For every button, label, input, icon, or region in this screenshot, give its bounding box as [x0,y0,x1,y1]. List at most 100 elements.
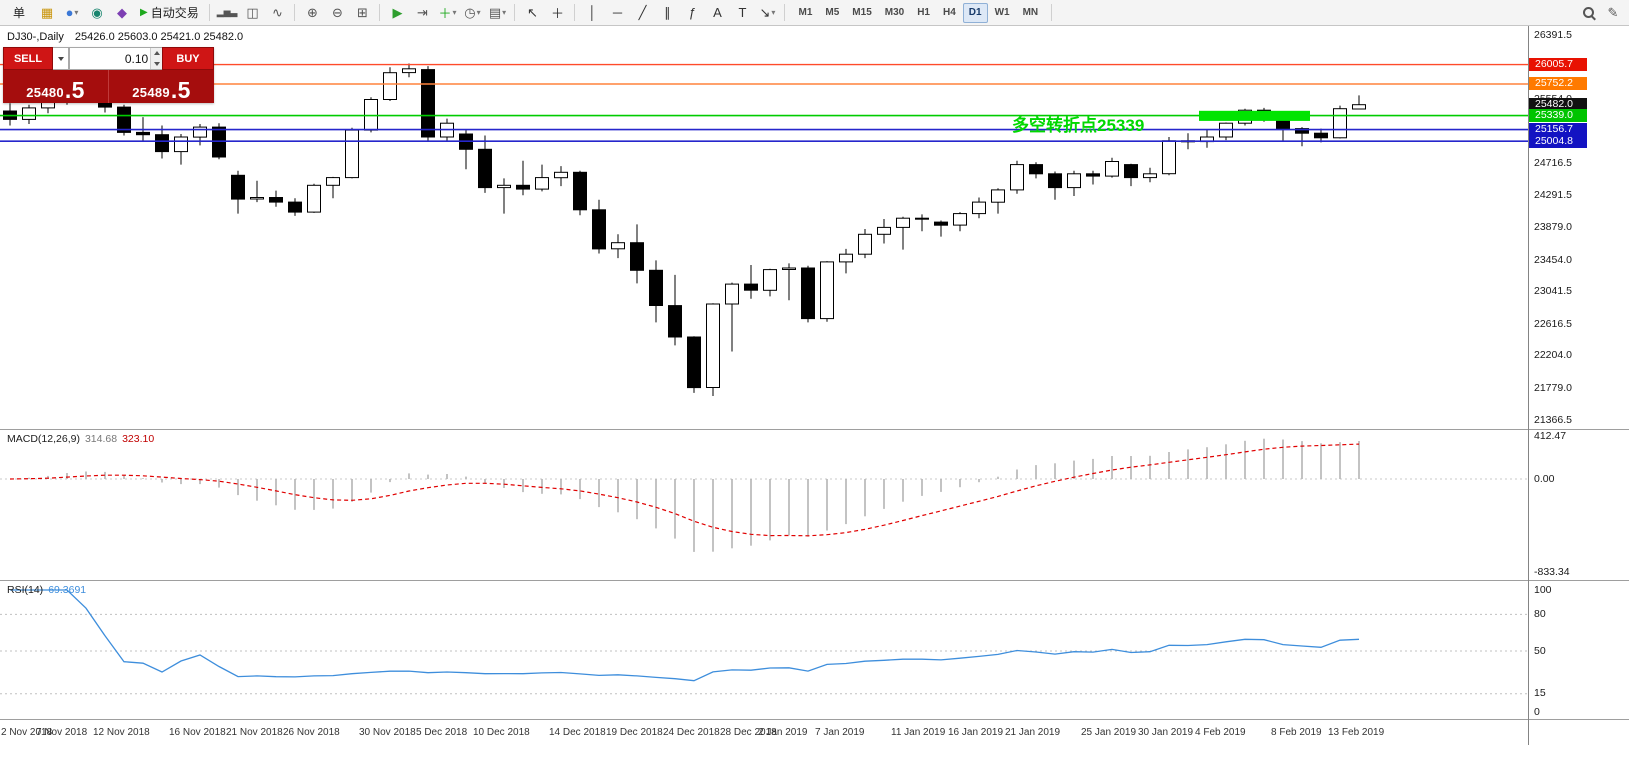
date-label: 13 Feb 2019 [1328,727,1385,738]
macd-signal-line [9,443,1360,537]
navigator-icon[interactable]: ◆ [117,4,127,20]
sell-price-main: 25480 [26,85,64,100]
candle [1048,173,1062,189]
text-icon[interactable]: A [713,5,722,20]
zoom-in-icon[interactable]: ⊕ [307,4,318,20]
candle [1295,128,1309,134]
date-label: 30 Jan 2019 [1138,727,1194,738]
templates-icon[interactable]: ▤ ▾ [488,4,507,20]
periods-icon[interactable]: ◷ ▾ [464,4,481,20]
zoom-out-icon[interactable]: ⊖ [332,4,343,20]
candlestick-chart-icon[interactable]: ◫ [246,4,259,20]
vertical-line-icon[interactable]: │ [588,5,597,20]
text-label-icon[interactable]: T [738,5,747,20]
timeframe-button-MN[interactable]: MN [1022,7,1039,18]
toolbar-separator [294,4,296,21]
candle [326,177,340,186]
candle [421,69,435,138]
axis-label: 23454.0 [1534,253,1572,266]
candle [763,269,777,291]
auto-scroll-icon[interactable]: ▶ [392,4,403,20]
highlight-rectangle [1199,110,1310,121]
date-label: 21 Nov 2018 [226,727,283,738]
timeframe-button-H4[interactable]: H4 [943,7,956,18]
timeframe-button-M15[interactable]: M15 [852,7,872,18]
tile-windows-icon[interactable]: ⊞ [357,4,368,20]
date-label: 10 Dec 2018 [473,727,530,738]
timeframe-button-D1[interactable]: D1 [962,2,988,23]
candle [1352,104,1366,110]
buy-price-big: .5 [170,77,191,103]
candle [687,336,701,389]
trendline-icon[interactable]: ╱ [638,4,647,20]
profiles-icon[interactable]: ● ▾ [65,5,79,20]
candle [535,177,549,190]
sell-button[interactable]: SELL [3,47,53,70]
equidistant-channel-icon[interactable]: ∥ [664,4,671,20]
order-type-dropdown[interactable] [53,47,69,70]
new-order-button[interactable]: 单 [12,6,25,20]
crosshair-icon[interactable]: ＋ [550,6,564,21]
charts-icon[interactable]: ▦ [40,4,54,20]
buy-button[interactable]: BUY [162,47,214,70]
indicators-icon[interactable]: ＋ ▾ [438,6,457,21]
candle [991,189,1005,203]
timeframe-button-H1[interactable]: H1 [917,7,930,18]
candle [516,184,530,190]
date-label: 7 Nov 2018 [36,727,88,738]
timeframe-button-M30[interactable]: M30 [884,7,905,18]
line-chart-icon[interactable]: ∿ [272,4,283,20]
time-axis[interactable]: 2 Nov 2018 7 Nov 2018 12 Nov 2018 16 Nov 20… [0,719,1528,749]
price-tag: 26005.7 [1529,58,1587,72]
chart-shift-icon[interactable]: ⇥ [417,4,428,20]
turning-point-annotation: 多空转折点25339 [1012,115,1144,135]
toolbar-separator [379,4,381,21]
buy-price[interactable]: 25489.5 [108,70,214,103]
sell-price[interactable]: 25480.5 [3,70,108,103]
macd-plot [9,438,1360,552]
candle [915,217,929,220]
price-axis[interactable]: 26391.525554.024716.524291.523879.023454… [1528,26,1629,773]
cursor-icon[interactable]: ↖ [527,4,538,20]
toolbar: 单 ▦ ● ▾ ◉ ◆ ▶ 自动交易 ▂▅▃ ◫ ∿ ⊕ ⊖ ⊞ ▶ ⇥ ＋ ▾ ◷ ▾ ▤ ▾ ↖ ＋ │ ─ ╱ ∥ ƒ A T ↘ ▾ M1… [0,0,1629,26]
candle [1067,173,1081,189]
timeframe-button-W1[interactable]: W1 [994,7,1010,18]
candle [1143,173,1157,179]
date-label: 12 Nov 2018 [93,727,150,738]
axis-label: 23879.0 [1534,221,1572,233]
macd-signal-value: 323.10 [122,433,155,445]
toolbar-separator [1051,4,1053,21]
fibonacci-icon[interactable]: ƒ [688,5,697,20]
axis-label: 50 [1534,644,1546,657]
date-label: 7 Jan 2019 [815,727,865,738]
candle [288,201,302,213]
candle [402,68,416,74]
candle [22,107,36,120]
new-chart-icon[interactable]: ✎ [1607,4,1619,20]
volume-down-button[interactable] [151,58,162,69]
bar-chart-icon[interactable]: ▂▅▃ [216,7,238,17]
autotrading-button[interactable]: ▶ 自动交易 [140,6,199,20]
chart-area[interactable] [0,26,1528,719]
date-label: 14 Dec 2018 [549,727,606,738]
axis-label: 412.47 [1534,430,1567,442]
volume-up-button[interactable] [151,48,162,59]
candle [820,261,834,320]
candle [896,217,910,228]
volume-field [69,47,162,70]
volume-input[interactable] [70,48,151,69]
market-watch-icon[interactable]: ◉ [91,4,103,20]
magnifier-icon [1582,7,1594,18]
timeframe-button-M1[interactable]: M1 [798,7,813,18]
timeframe-button-M5[interactable]: M5 [825,7,840,18]
candle [1314,132,1328,139]
candle [839,253,853,263]
horizontal-line-icon[interactable]: ─ [612,5,623,20]
search-icon[interactable] [1576,3,1600,23]
arrows-icon[interactable]: ↘ ▾ [759,4,776,20]
toolbar-separator [784,4,786,21]
candle [554,171,568,179]
price-tag: 25156.7 [1529,123,1587,137]
